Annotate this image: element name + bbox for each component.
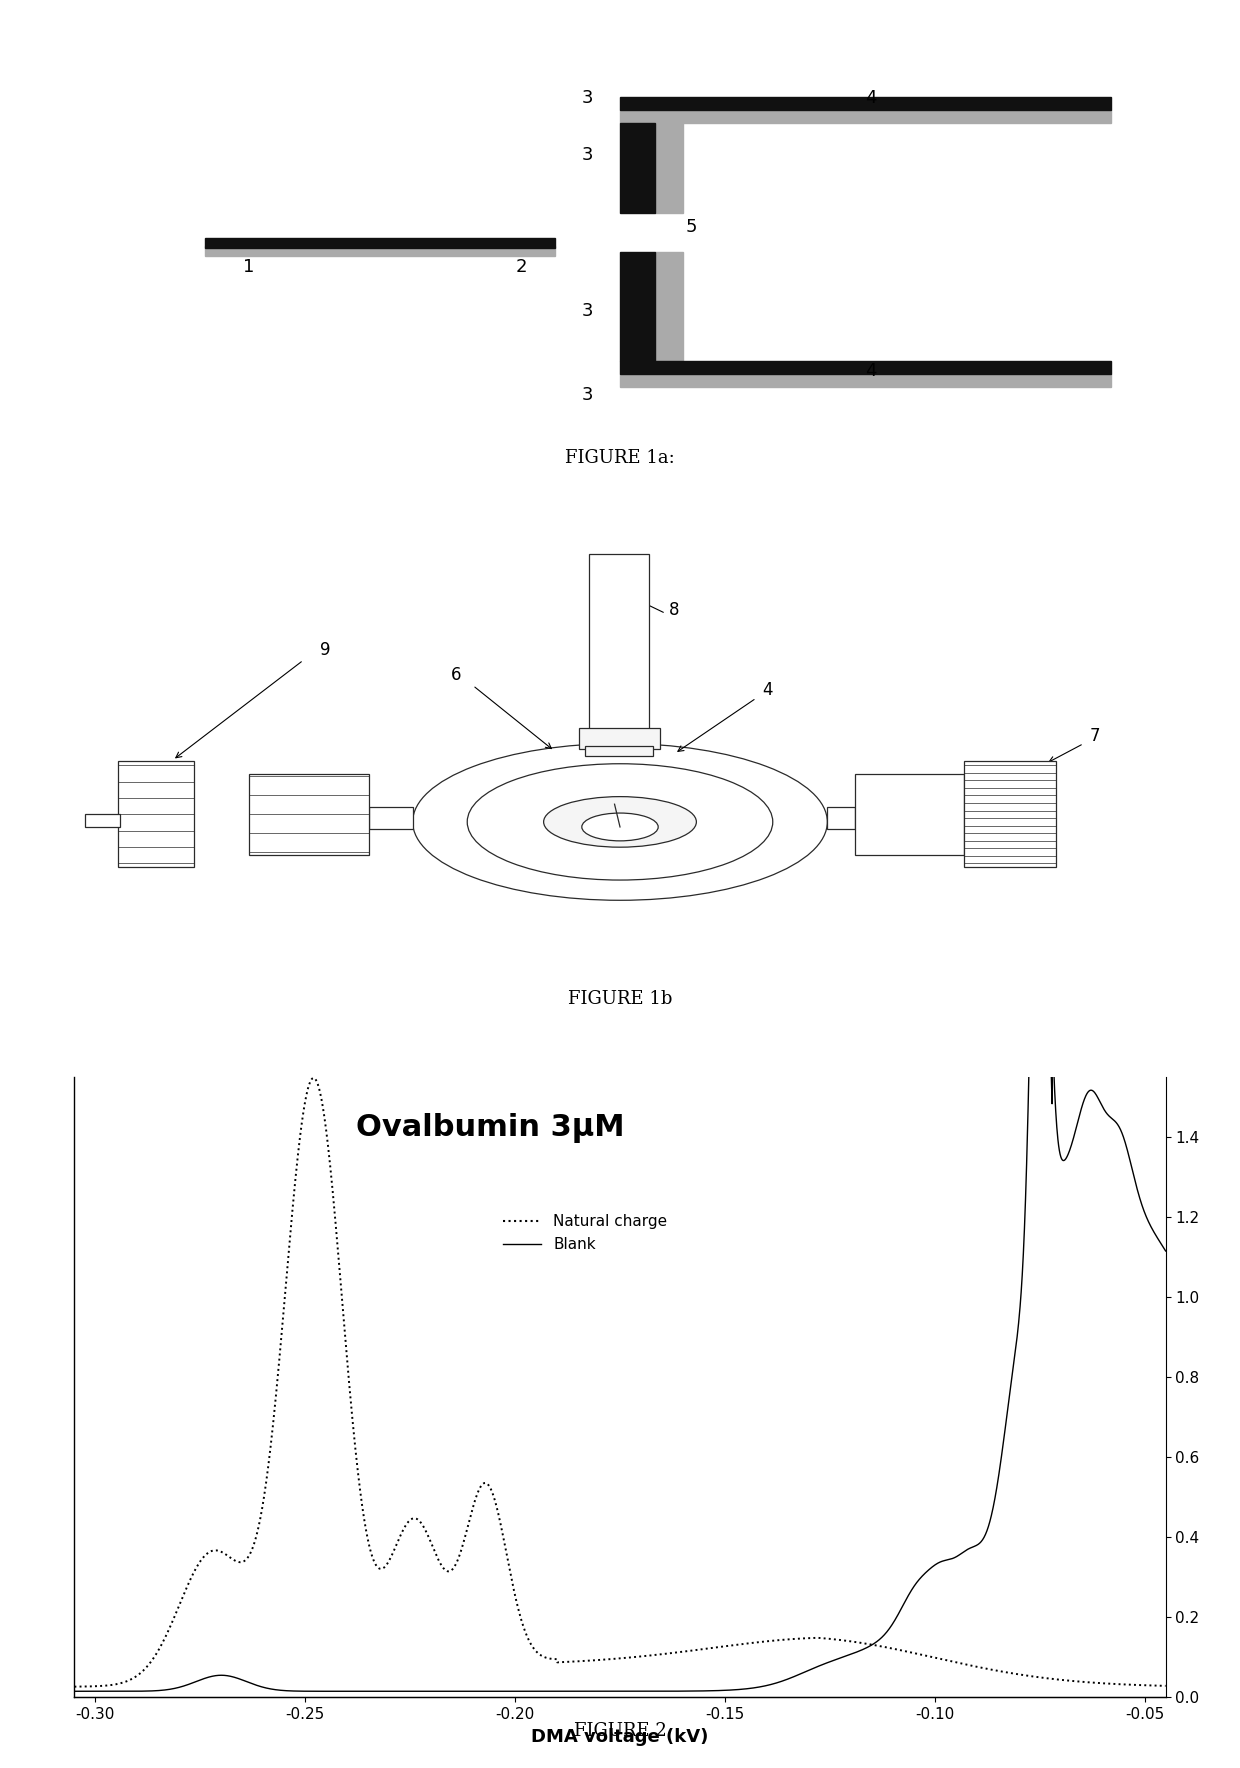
Natural charge bbox=[1019, 1665, 1034, 1687]
Bar bbox=[579, 728, 661, 748]
X-axis label: DMA voltage (kV): DMA voltage (kV) bbox=[531, 1727, 709, 1745]
Bar bbox=[206, 239, 554, 248]
Text: 3: 3 bbox=[582, 145, 593, 164]
Natural charge bbox=[191, 1552, 206, 1574]
Bar bbox=[206, 246, 554, 256]
Bar bbox=[370, 806, 413, 829]
Natural charge bbox=[486, 1485, 501, 1506]
Blank bbox=[1019, 1140, 1034, 1162]
Ellipse shape bbox=[543, 797, 697, 847]
Text: FIGURE 1b: FIGURE 1b bbox=[568, 990, 672, 1008]
Text: 3: 3 bbox=[582, 302, 593, 320]
Bar bbox=[86, 815, 120, 827]
Natural charge bbox=[257, 1489, 272, 1510]
Natural charge bbox=[67, 1676, 82, 1697]
Natural charge bbox=[306, 1068, 321, 1089]
Text: 5: 5 bbox=[686, 219, 697, 237]
Bar bbox=[620, 124, 655, 212]
Text: 3: 3 bbox=[582, 385, 593, 405]
Bar bbox=[620, 97, 1111, 110]
Blank bbox=[1137, 1202, 1152, 1223]
Bar bbox=[620, 361, 1111, 373]
Bar bbox=[963, 762, 1056, 868]
Line: Natural charge: Natural charge bbox=[74, 1078, 1166, 1687]
Text: 7: 7 bbox=[1089, 727, 1100, 744]
Text: Ovalbumin 3μM: Ovalbumin 3μM bbox=[356, 1112, 624, 1142]
Ellipse shape bbox=[413, 744, 827, 900]
Blank bbox=[371, 1681, 386, 1703]
Natural charge bbox=[533, 1644, 548, 1665]
Ellipse shape bbox=[582, 813, 658, 842]
Text: 8: 8 bbox=[670, 601, 680, 619]
Text: 2: 2 bbox=[516, 258, 527, 276]
Text: 1: 1 bbox=[243, 258, 254, 276]
Text: 3: 3 bbox=[582, 90, 593, 108]
Bar bbox=[118, 762, 195, 868]
Blank bbox=[533, 1681, 548, 1703]
Blank bbox=[1032, 652, 1047, 674]
Line: Blank: Blank bbox=[74, 663, 1166, 1692]
Bar bbox=[854, 774, 963, 854]
Legend: Natural charge, Blank: Natural charge, Blank bbox=[497, 1208, 673, 1259]
Text: 4: 4 bbox=[761, 681, 773, 700]
Bar bbox=[589, 553, 650, 730]
Blank bbox=[257, 1676, 272, 1697]
Blank bbox=[1158, 1241, 1173, 1262]
Bar bbox=[620, 251, 655, 361]
Text: FIGURE 2: FIGURE 2 bbox=[574, 1722, 666, 1740]
Natural charge bbox=[1137, 1674, 1152, 1696]
Bar bbox=[655, 251, 683, 361]
Text: 4: 4 bbox=[866, 362, 877, 380]
Bar bbox=[827, 806, 854, 829]
Natural charge bbox=[1158, 1676, 1173, 1697]
Bar bbox=[585, 746, 652, 757]
Bar bbox=[655, 124, 683, 212]
Text: 6: 6 bbox=[451, 667, 461, 684]
Ellipse shape bbox=[467, 764, 773, 880]
Text: 4: 4 bbox=[866, 90, 877, 108]
Blank bbox=[67, 1681, 82, 1703]
Bar bbox=[249, 774, 370, 854]
Blank bbox=[191, 1671, 206, 1692]
Text: 9: 9 bbox=[320, 642, 331, 659]
Bar bbox=[620, 110, 1111, 124]
Bar bbox=[620, 373, 1111, 387]
Text: FIGURE 1a:: FIGURE 1a: bbox=[565, 449, 675, 467]
Blank bbox=[486, 1681, 501, 1703]
